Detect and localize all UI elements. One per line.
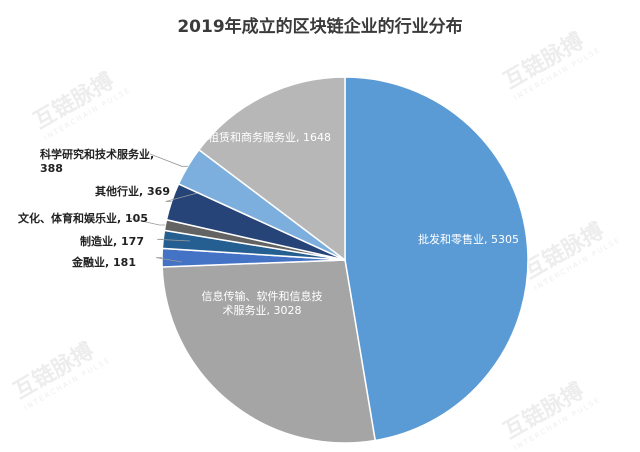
pie-slice (197, 76, 346, 262)
slice-label: 制造业, 177 (80, 234, 144, 248)
slice-label: 388 (40, 162, 63, 175)
slice-label: 信息传输、软件和信息技 (202, 289, 323, 303)
slice-label: 租赁和商务服务业, 1648 (208, 130, 331, 144)
pie-slice (161, 259, 377, 444)
slice-label: 科学研究和技术服务业, (40, 147, 154, 161)
leader-line (165, 190, 206, 202)
leader-line (155, 257, 183, 263)
leader-line (127, 217, 166, 226)
leader-line (157, 238, 191, 242)
slice-label: 术服务业, 3028 (223, 304, 302, 317)
chart-title: 2019年成立的区块链企业的行业分布 (177, 17, 463, 37)
pie-slice (344, 76, 529, 442)
slice-label: 其他行业, 369 (95, 184, 170, 198)
leader-line (149, 153, 188, 167)
slice-label: 金融业, 181 (71, 255, 136, 269)
slice-label: 批发和零售业, 5305 (418, 232, 519, 246)
slice-label: 文化、体育和娱乐业, 105 (18, 211, 148, 225)
